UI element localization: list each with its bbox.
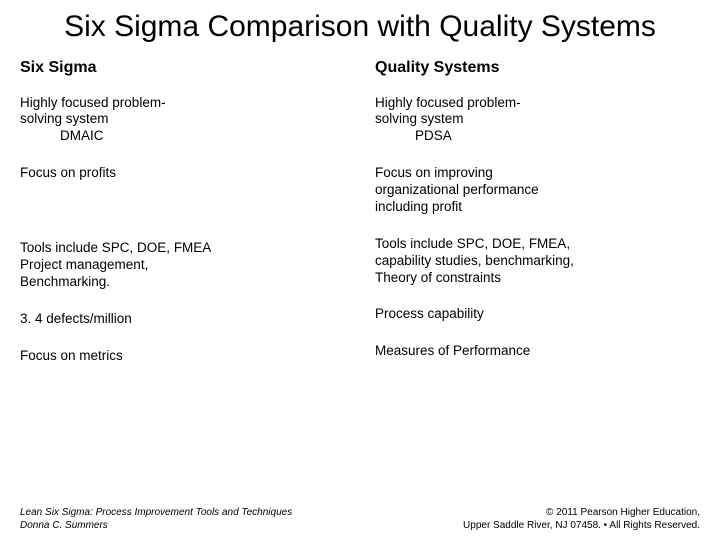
text-line: Project management, [20,257,345,274]
text-line-indent: DMAIC [20,128,345,145]
left-row-1: Highly focused problem- solving system D… [20,95,345,146]
right-row-4: Process capability [375,306,700,323]
right-column: Quality Systems Highly focused problem- … [365,59,700,385]
text-line: solving system [20,111,345,128]
text-line: 3. 4 defects/million [20,311,345,328]
right-row-5: Measures of Performance [375,343,700,360]
text-line: Tools include SPC, DOE, FMEA [20,240,345,257]
text-line: Process capability [375,306,700,323]
text-line: Focus on profits [20,165,345,182]
footer: Lean Six Sigma: Process Improvement Tool… [20,507,700,532]
right-row-3: Tools include SPC, DOE, FMEA, capability… [375,236,700,287]
text-line-indent: PDSA [375,128,700,145]
footer-book-title: Lean Six Sigma: Process Improvement Tool… [20,507,292,520]
right-row-2: Focus on improving organizational perfor… [375,165,700,216]
text-line: Tools include SPC, DOE, FMEA, [375,236,700,253]
left-row-3: Tools include SPC, DOE, FMEA Project man… [20,240,345,291]
text-line: Highly focused problem- [375,95,700,112]
footer-left: Lean Six Sigma: Process Improvement Tool… [20,507,292,532]
text-line: including profit [375,199,700,216]
page-title: Six Sigma Comparison with Quality System… [20,10,700,45]
footer-address: Upper Saddle River, NJ 07458. • All Righ… [463,520,700,533]
text-line: Benchmarking. [20,274,345,291]
text-line: Focus on improving [375,165,700,182]
footer-right: © 2011 Pearson Higher Education, Upper S… [463,507,700,532]
left-column-head: Six Sigma [20,59,345,77]
text-line: solving system [375,111,700,128]
right-column-head: Quality Systems [375,59,700,77]
left-row-4: 3. 4 defects/million [20,311,345,328]
text-line: organizational performance [375,182,700,199]
text-line: Focus on metrics [20,348,345,365]
left-row-5: Focus on metrics [20,348,345,365]
text-line: Highly focused problem- [20,95,345,112]
left-row-2: Focus on profits [20,165,345,182]
text-line: Theory of constraints [375,270,700,287]
comparison-columns: Six Sigma Highly focused problem- solvin… [20,59,700,385]
footer-author: Donna C. Summers [20,520,292,533]
footer-copyright: © 2011 Pearson Higher Education, [463,507,700,520]
text-line: Measures of Performance [375,343,700,360]
left-column: Six Sigma Highly focused problem- solvin… [20,59,365,385]
right-row-1: Highly focused problem- solving system P… [375,95,700,146]
text-line: capability studies, benchmarking, [375,253,700,270]
